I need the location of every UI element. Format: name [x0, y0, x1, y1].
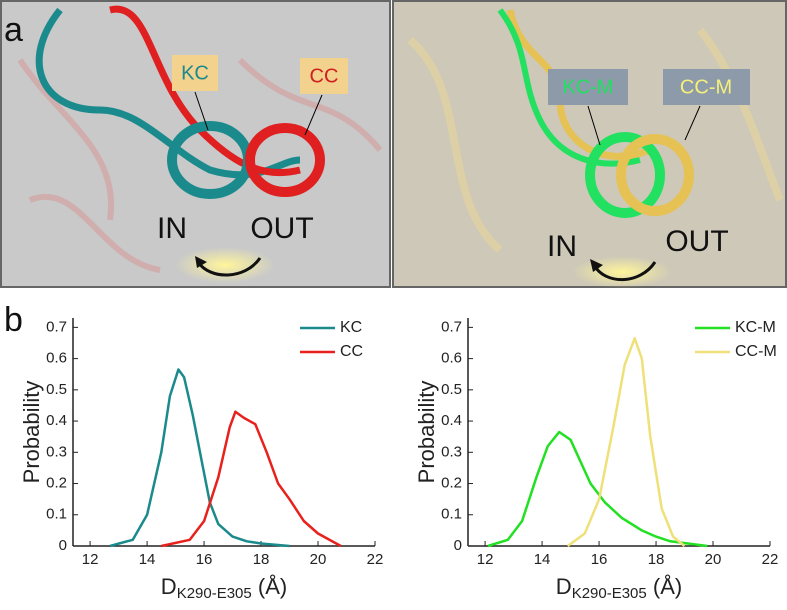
- cc-m-helix: [616, 134, 694, 216]
- y-tick-label: 0.3: [441, 443, 462, 460]
- annotation: KC: [181, 62, 209, 84]
- structure-image: [0, 0, 391, 288]
- x-tick-label: 14: [534, 551, 551, 568]
- x-axis-label-main: D: [556, 574, 572, 599]
- label-box: [663, 69, 750, 105]
- x-tick-label: 12: [477, 551, 494, 568]
- pointer: [587, 105, 601, 146]
- label-box: [172, 55, 218, 91]
- arrow-head: [590, 259, 603, 272]
- background-ribbon: [407, 27, 784, 254]
- x-axis-label-sub: K290-E305: [572, 585, 647, 602]
- cc-helix: [245, 123, 325, 197]
- x-axis-label-tail: (Å): [252, 574, 287, 599]
- x-axis-label-main: D: [161, 574, 177, 599]
- kc-m-loop: [497, 8, 641, 167]
- legend-label: KC: [340, 319, 362, 336]
- y-tick-label: 0.4: [46, 412, 67, 429]
- series-line: [487, 430, 708, 548]
- x-axis-label-sub: K290-E305: [177, 585, 252, 602]
- x-tick-label: 20: [705, 551, 722, 568]
- y-tick-label: 0.6: [46, 350, 67, 367]
- legend-label: KC-M: [735, 319, 776, 336]
- annotation: KC-M: [562, 76, 613, 98]
- glow: [572, 256, 672, 288]
- rotation-arrow: [592, 261, 657, 282]
- panel-label: a: [4, 11, 23, 49]
- y-tick-label: 0.6: [441, 350, 462, 367]
- x-axis-label: DK290-E305 (Å): [556, 574, 682, 602]
- rotation-arrow: [196, 257, 262, 277]
- y-axis-label: Probability: [19, 381, 44, 484]
- y-tick-label: 0: [59, 537, 67, 554]
- x-tick-label: 20: [310, 551, 327, 568]
- y-tick-label: 0: [454, 537, 462, 554]
- series-line: [161, 410, 342, 548]
- series-line: [109, 368, 290, 548]
- pointer: [684, 105, 701, 141]
- x-tick-label: 12: [82, 551, 99, 568]
- y-tick-label: 0.2: [441, 475, 462, 492]
- y-tick-label: 0.7: [46, 318, 67, 335]
- annotation: IN: [547, 230, 577, 263]
- annotation: OUT: [250, 212, 313, 245]
- x-tick-label: 14: [139, 551, 156, 568]
- annotation: IN: [157, 212, 187, 245]
- x-tick-label: 18: [648, 551, 665, 568]
- y-tick-label: 0.4: [441, 412, 462, 429]
- panel-label: b: [4, 301, 23, 339]
- y-tick-label: 0.5: [46, 381, 67, 398]
- pointer: [304, 94, 323, 136]
- x-axis-label: DK290-E305 (Å): [161, 574, 287, 602]
- x-tick-label: 16: [196, 551, 213, 568]
- annotation: CC-M: [680, 76, 732, 98]
- label-box: [548, 69, 628, 105]
- series-line: [566, 337, 686, 548]
- legend-label: CC: [340, 343, 363, 360]
- pointer: [194, 91, 209, 131]
- x-tick-label: 22: [762, 551, 779, 568]
- glow: [175, 247, 275, 283]
- legend-label: CC-M: [735, 343, 777, 360]
- annotation: CC: [310, 65, 339, 87]
- x-tick-label: 16: [591, 551, 608, 568]
- label-box: [300, 58, 348, 94]
- y-tick-label: 0.2: [46, 475, 67, 492]
- y-tick-label: 0.1: [441, 506, 462, 523]
- x-tick-label: 22: [367, 551, 384, 568]
- x-tick-label: 18: [253, 551, 270, 568]
- y-tick-label: 0.3: [46, 443, 67, 460]
- y-tick-label: 0.1: [46, 506, 67, 523]
- background-ribbon: [17, 57, 383, 273]
- arrow-head: [195, 256, 207, 268]
- y-tick-label: 0.7: [441, 318, 462, 335]
- kc-m-helix: [585, 132, 665, 218]
- y-tick-label: 0.5: [441, 381, 462, 398]
- y-axis-label: Probability: [414, 381, 439, 484]
- x-axis-label-tail: (Å): [647, 574, 682, 599]
- annotation: OUT: [665, 225, 728, 258]
